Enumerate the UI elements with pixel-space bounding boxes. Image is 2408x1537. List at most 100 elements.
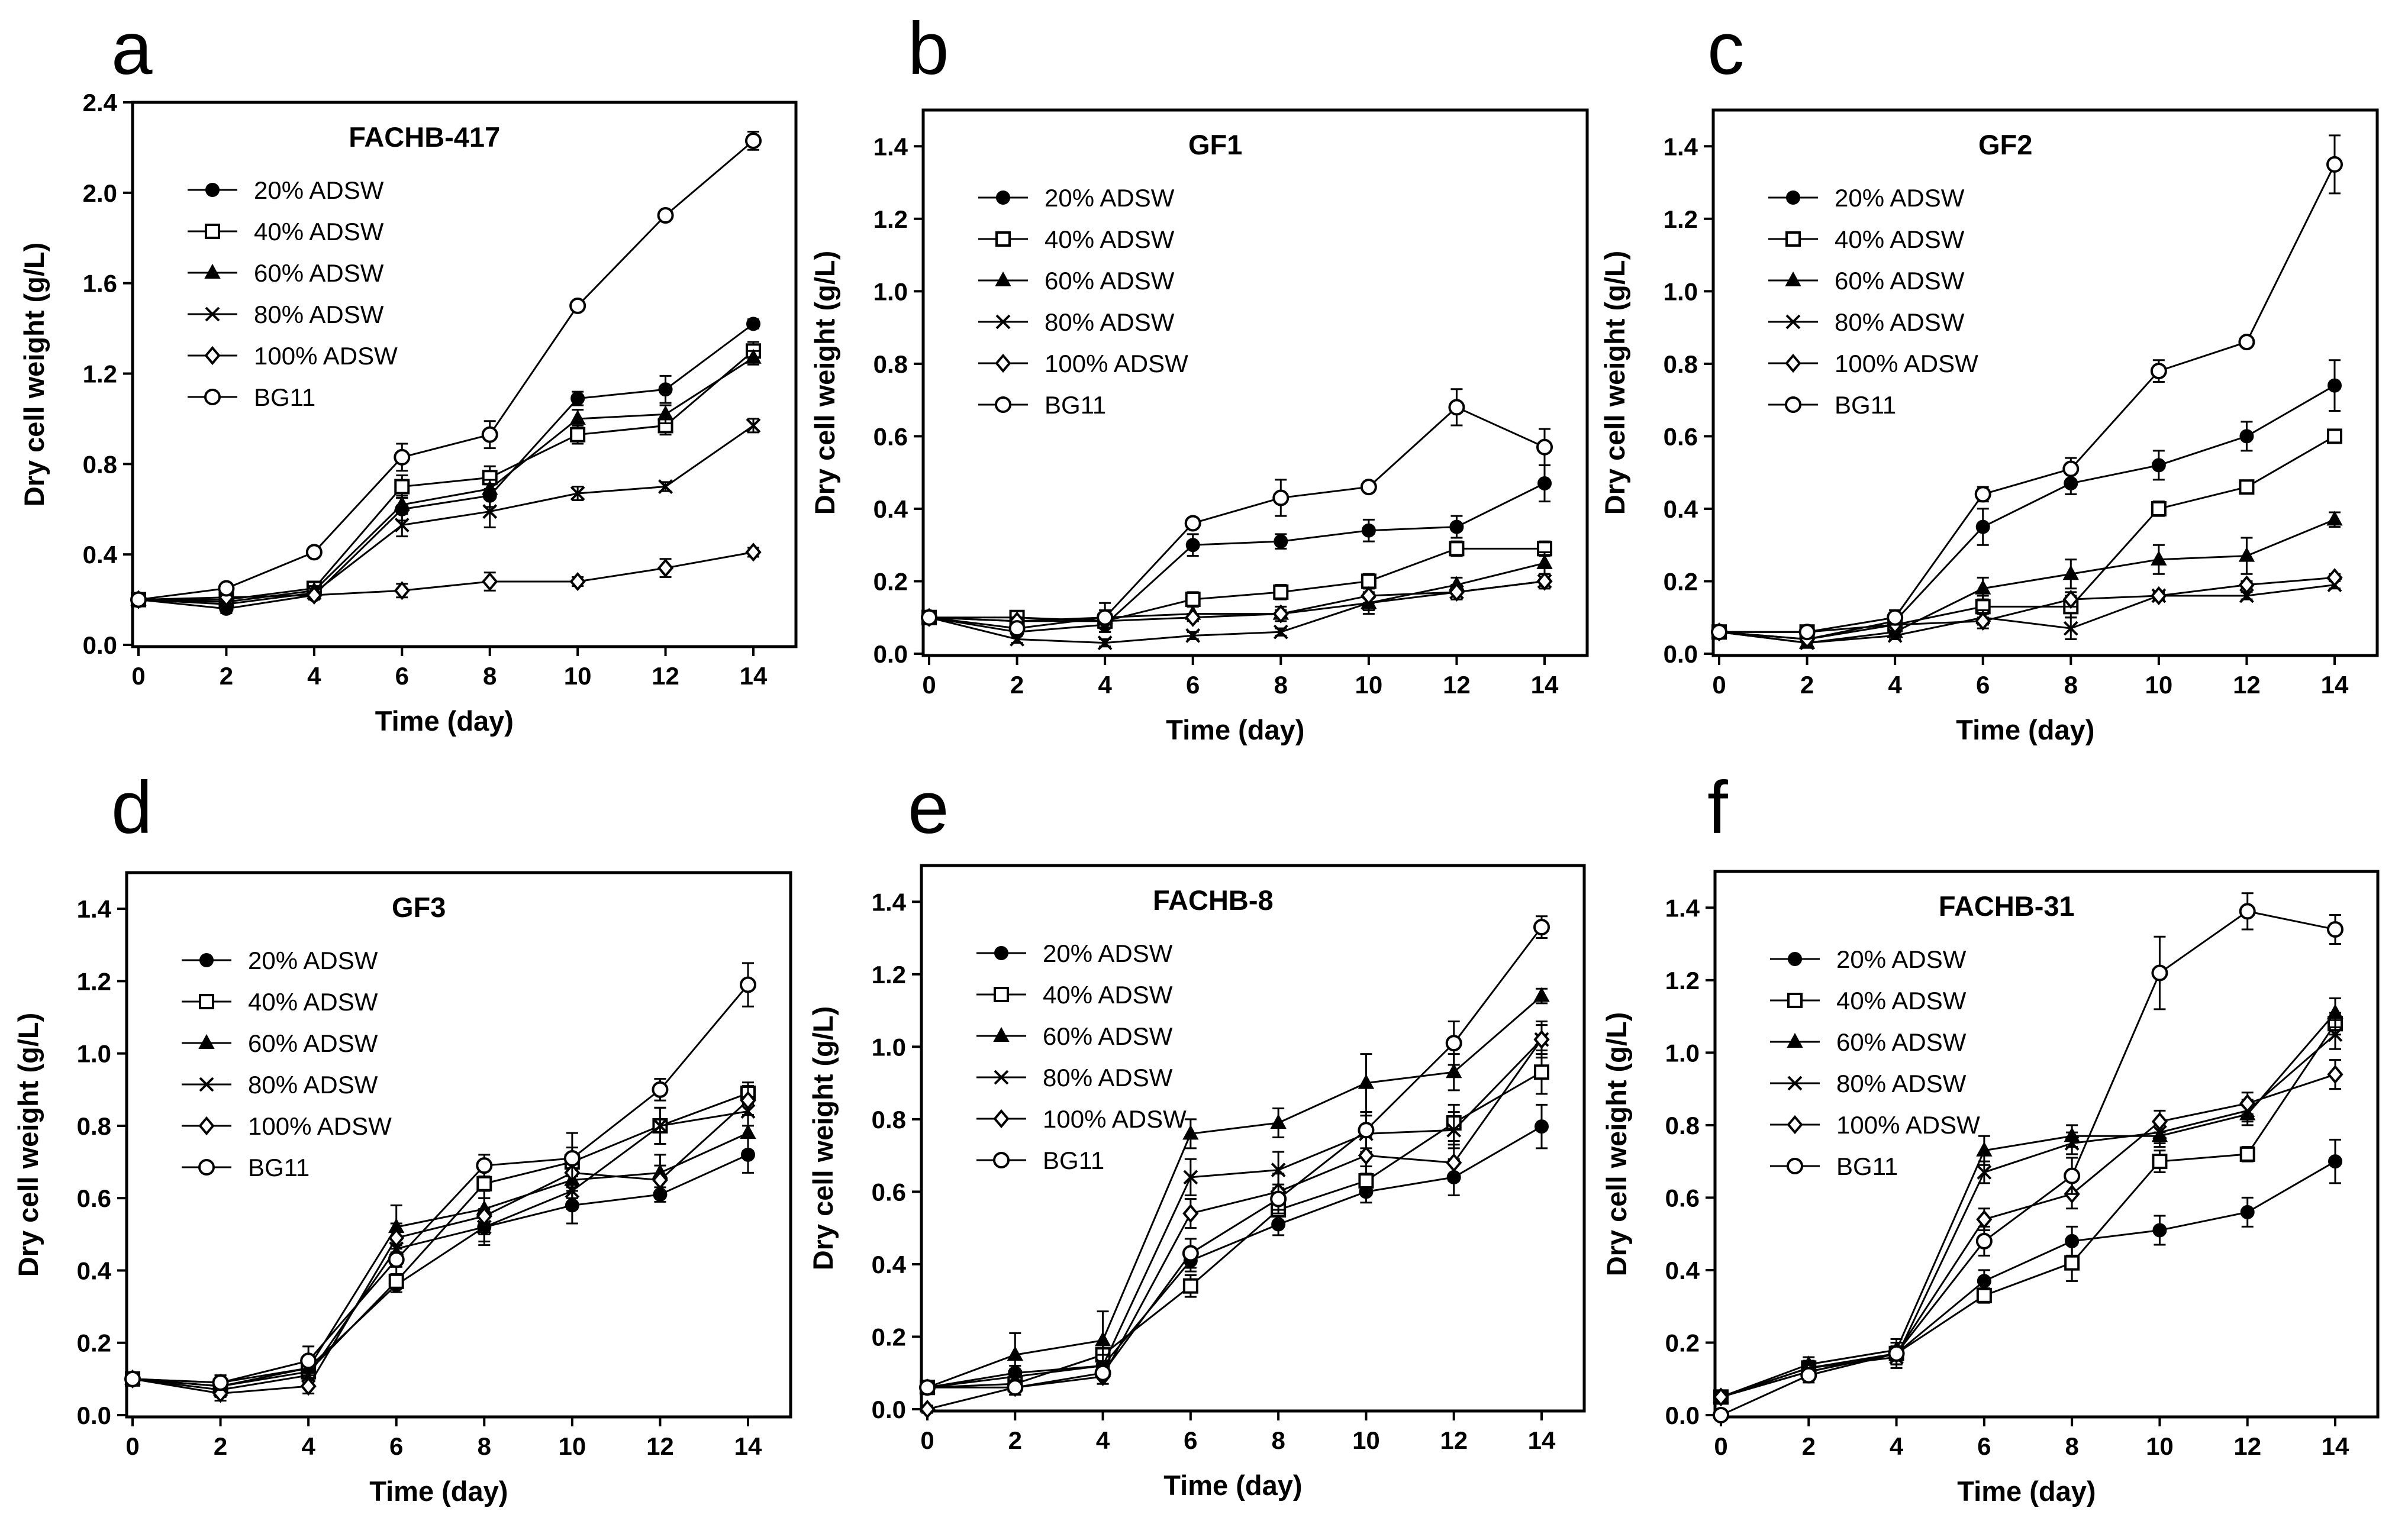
data-point <box>2239 903 2256 920</box>
x-tick-label: 12 <box>646 1432 674 1460</box>
legend-item-20pct-adsw: 20% ADSW <box>188 176 384 204</box>
data-point <box>2326 568 2343 587</box>
data-point <box>570 427 586 443</box>
x-tick-label: 6 <box>395 662 409 690</box>
x-tick-label: 2 <box>214 1432 227 1460</box>
legend-marker <box>199 1077 214 1092</box>
data-point <box>1975 1232 1993 1249</box>
legend-marker <box>205 183 220 197</box>
data-point <box>1185 592 1201 608</box>
legend-marker <box>995 353 1011 373</box>
x-tick-label: 8 <box>483 662 497 690</box>
legend-item-80pct-adsw: 80% ADSW <box>978 308 1175 336</box>
series-bg11 <box>1711 134 2343 641</box>
y-axis-label: Dry cell weight (g/L) <box>807 1006 839 1271</box>
y-tick-label: 0.0 <box>1665 1402 1700 1429</box>
data-point <box>394 496 410 511</box>
data-point <box>1533 987 1550 1002</box>
plot-frame <box>1711 108 2379 657</box>
y-tick-label: 1.4 <box>1664 133 1698 160</box>
data-point <box>1274 534 1288 549</box>
data-point <box>2238 334 2255 351</box>
panel-letter-a: a <box>111 8 153 90</box>
data-point <box>658 382 673 397</box>
legend-label: 40% ADSW <box>254 218 384 246</box>
x-tick-label: 10 <box>1355 671 1382 699</box>
chart-title-f: FACHB-31 <box>1939 890 2075 922</box>
legend-item-bg11: BG11 <box>1768 391 1896 419</box>
legend-label: 100% ADSW <box>1835 350 1978 377</box>
series-line <box>927 995 1542 1389</box>
legend-item-bg11: BG11 <box>976 1147 1104 1174</box>
data-point <box>481 426 498 443</box>
legend-label: 40% ADSW <box>1043 981 1173 1009</box>
legend-item-60pct-adsw: 60% ADSW <box>182 1029 378 1057</box>
legend: 20% ADSW 40% ADSW 60% ADSW 80% ADSW 100% ADS… <box>976 939 1187 1174</box>
data-point <box>1182 1125 1199 1140</box>
legend-label: 60% ADSW <box>254 259 384 287</box>
data-point <box>1270 1190 1287 1207</box>
data-point <box>746 418 761 433</box>
data-point <box>2152 1223 2167 1238</box>
legend-label: 20% ADSW <box>1835 184 1965 212</box>
x-tick-label: 12 <box>2233 671 2261 699</box>
legend-label: 100% ADSW <box>254 342 398 370</box>
y-tick-label: 1.2 <box>83 360 117 388</box>
y-tick-label: 0.4 <box>872 1251 907 1278</box>
y-tick-label: 1.4 <box>77 895 112 923</box>
data-point <box>657 558 674 578</box>
x-tick-label: 0 <box>131 662 145 690</box>
legend-marker <box>1787 1032 1803 1048</box>
data-point <box>2239 429 2254 444</box>
data-point <box>482 571 498 592</box>
series-line <box>927 1071 1542 1389</box>
panel-letter-b: b <box>908 8 949 90</box>
data-point <box>2062 565 2079 580</box>
plot-frame <box>131 101 798 648</box>
data-point <box>1449 541 1465 557</box>
x-tick-label: 8 <box>2064 671 2078 699</box>
series-80pct-adsw <box>125 1096 756 1398</box>
legend-item-100pct-adsw: 100% ADSW <box>978 350 1188 377</box>
legend-label: 40% ADSW <box>248 988 378 1016</box>
y-tick-label: 0.4 <box>77 1257 112 1284</box>
data-point <box>394 581 410 600</box>
y-axis-label: Dry cell weight (g/L) <box>1599 251 1630 515</box>
data-point <box>2327 1003 2343 1019</box>
data-point <box>1534 1064 1549 1080</box>
legend-item-20pct-adsw: 20% ADSW <box>1770 945 1967 973</box>
data-point <box>658 479 673 494</box>
data-point <box>2239 1094 2256 1113</box>
legend-label: 40% ADSW <box>1045 225 1175 253</box>
data-point <box>570 486 585 501</box>
series-line <box>929 547 1545 622</box>
data-point <box>1446 1153 1462 1173</box>
data-point <box>2328 1154 2342 1169</box>
data-point <box>652 1170 669 1190</box>
legend-item-bg11: BG11 <box>978 391 1106 419</box>
x-tick-label: 10 <box>2145 671 2172 699</box>
y-tick-label: 1.2 <box>77 967 111 995</box>
legend-marker <box>1788 952 1802 966</box>
x-tick-label: 10 <box>558 1432 586 1460</box>
legend-marker <box>994 1070 1009 1085</box>
data-point <box>2238 575 2255 595</box>
panel-letter-d: d <box>111 767 153 849</box>
series-line <box>138 425 754 605</box>
data-point <box>2062 590 2079 609</box>
data-point <box>1097 609 1114 626</box>
data-point <box>1182 1278 1198 1294</box>
data-point <box>1361 523 1376 538</box>
x-tick-label: 0 <box>125 1432 139 1460</box>
y-tick-label: 0.0 <box>1664 640 1698 668</box>
y-tick-label: 2.4 <box>83 89 118 117</box>
panel-e: e FACHB-8 0 2 4 6 8 10 12 14 0.0 0.2 0.4 0.6 0.8 1.0 1… <box>807 767 1586 1501</box>
legend: 20% ADSW 40% ADSW 60% ADSW 80% ADSW 100% ADS… <box>1770 945 1980 1180</box>
y-tick-label: 1.0 <box>872 1033 906 1061</box>
data-point <box>1536 554 1553 569</box>
data-point <box>745 543 762 562</box>
y-tick-label: 1.6 <box>83 270 117 298</box>
data-point <box>1537 476 1552 491</box>
data-point <box>2062 460 2080 477</box>
data-point <box>1800 1367 1817 1384</box>
